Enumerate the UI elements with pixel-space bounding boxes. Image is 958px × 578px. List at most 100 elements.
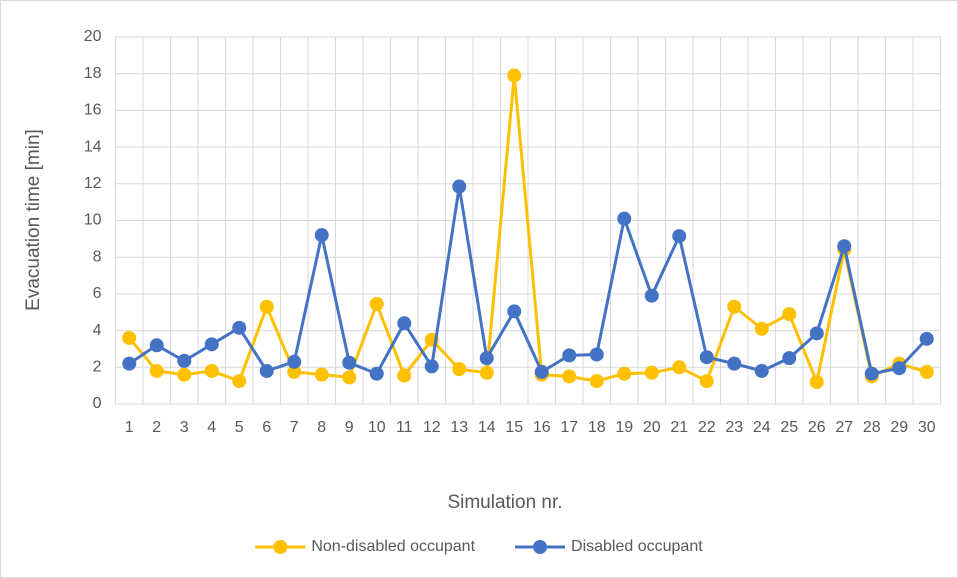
data-point <box>314 228 329 243</box>
x-tick-label: 18 <box>588 419 606 436</box>
x-tick-label: 28 <box>863 419 881 436</box>
data-point <box>259 299 274 314</box>
x-tick-label: 7 <box>290 419 299 436</box>
data-point <box>232 320 247 335</box>
data-point <box>617 211 632 226</box>
data-point <box>562 348 577 363</box>
data-point <box>204 337 219 352</box>
x-tick-label: 9 <box>345 419 354 436</box>
data-point <box>507 304 522 319</box>
data-point <box>809 326 824 341</box>
y-tick-label: 16 <box>84 102 102 119</box>
data-point <box>259 363 274 378</box>
legend-marker <box>533 540 548 554</box>
x-tick-label: 8 <box>317 419 326 436</box>
data-point <box>782 351 797 366</box>
y-tick-label: 8 <box>93 248 102 265</box>
data-point <box>562 369 577 384</box>
data-point <box>287 364 302 379</box>
data-point <box>122 356 137 371</box>
data-point <box>479 351 494 366</box>
x-tick-label: 14 <box>478 419 496 436</box>
x-tick-label: 13 <box>450 419 468 436</box>
x-tick-label: 22 <box>698 419 716 436</box>
x-tick-label: 30 <box>918 419 936 436</box>
y-tick-label: 0 <box>93 395 102 412</box>
data-point <box>892 361 907 376</box>
y-tick-label: 10 <box>84 212 102 229</box>
data-point <box>369 296 384 311</box>
data-point <box>644 288 659 303</box>
x-tick-label: 24 <box>753 419 771 436</box>
data-point <box>507 68 522 83</box>
y-tick-label: 14 <box>84 138 102 155</box>
data-point <box>919 364 934 379</box>
data-point <box>149 338 164 353</box>
x-tick-label: 23 <box>725 419 743 436</box>
y-tick-label: 4 <box>93 322 102 339</box>
data-point <box>397 316 412 331</box>
data-point <box>727 299 742 314</box>
data-point <box>727 356 742 371</box>
x-tick-label: 2 <box>152 419 161 436</box>
data-point <box>452 362 467 377</box>
data-point <box>754 321 769 336</box>
data-point <box>287 354 302 369</box>
data-point <box>644 365 659 380</box>
data-point <box>232 374 247 389</box>
y-tick-label: 12 <box>84 175 102 192</box>
x-tick-label: 19 <box>615 419 633 436</box>
data-point <box>809 374 824 389</box>
x-tick-label: 10 <box>368 419 386 436</box>
x-tick-label: 26 <box>808 419 826 436</box>
data-point <box>589 374 604 389</box>
y-tick-label: 6 <box>93 285 102 302</box>
data-point <box>672 360 687 375</box>
x-tick-label: 21 <box>670 419 688 436</box>
data-point <box>672 229 687 244</box>
data-point <box>534 364 549 379</box>
data-point <box>864 366 879 381</box>
x-tick-label: 27 <box>835 419 853 436</box>
x-tick-label: 12 <box>423 419 441 436</box>
data-point <box>424 359 439 374</box>
data-point <box>122 330 137 345</box>
x-tick-label: 3 <box>180 419 189 436</box>
x-tick-label: 15 <box>505 419 523 436</box>
series-line <box>128 74 928 384</box>
x-tick-label: 5 <box>235 419 244 436</box>
legend-label: Non-disabled occupant <box>311 538 475 555</box>
x-tick-label: 11 <box>396 419 413 436</box>
data-point <box>699 350 714 365</box>
data-point <box>589 347 604 362</box>
x-tick-label: 1 <box>125 419 134 436</box>
data-point <box>837 239 852 254</box>
y-tick-label: 18 <box>84 65 102 82</box>
data-point <box>204 363 219 378</box>
x-tick-label: 25 <box>780 419 798 436</box>
legend-marker <box>273 540 288 554</box>
y-tick-label: 20 <box>84 28 102 45</box>
x-tick-label: 17 <box>560 419 578 436</box>
data-point <box>397 368 412 383</box>
data-point <box>782 307 797 322</box>
data-point <box>177 367 192 382</box>
data-point <box>342 370 357 385</box>
data-point <box>369 366 384 381</box>
data-point <box>617 366 632 381</box>
data-point <box>342 355 357 370</box>
data-point <box>177 353 192 368</box>
x-tick-label: 16 <box>533 419 551 436</box>
data-point <box>314 367 329 382</box>
data-point <box>149 363 164 378</box>
x-tick-label: 20 <box>643 419 661 436</box>
y-axis-label: Evacuation time [min] <box>23 129 44 311</box>
legend-label: Disabled occupant <box>571 538 703 555</box>
data-point <box>479 365 494 380</box>
data-point <box>754 363 769 378</box>
x-tick-label: 29 <box>890 419 908 436</box>
y-tick-label: 2 <box>93 359 102 376</box>
x-axis-label: Simulation nr. <box>447 492 562 513</box>
